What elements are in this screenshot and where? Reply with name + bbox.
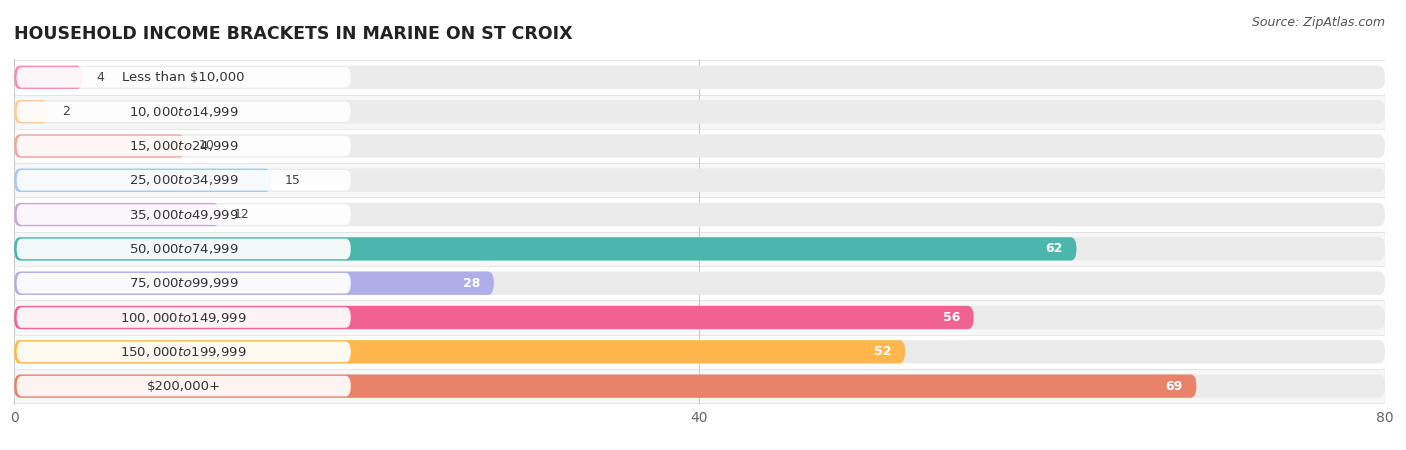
FancyBboxPatch shape: [17, 238, 350, 259]
FancyBboxPatch shape: [14, 340, 1385, 364]
FancyBboxPatch shape: [14, 271, 494, 295]
Text: 28: 28: [463, 277, 481, 290]
Text: $50,000 to $74,999: $50,000 to $74,999: [129, 242, 239, 256]
FancyBboxPatch shape: [17, 136, 350, 156]
FancyBboxPatch shape: [14, 203, 1385, 226]
Text: $75,000 to $99,999: $75,000 to $99,999: [129, 276, 239, 290]
Text: 62: 62: [1046, 243, 1063, 256]
Text: $25,000 to $34,999: $25,000 to $34,999: [129, 173, 239, 187]
FancyBboxPatch shape: [14, 271, 1385, 295]
Bar: [0, 198, 1406, 232]
FancyBboxPatch shape: [14, 237, 1077, 261]
Text: $35,000 to $49,999: $35,000 to $49,999: [129, 207, 239, 221]
Text: Source: ZipAtlas.com: Source: ZipAtlas.com: [1251, 16, 1385, 29]
Text: HOUSEHOLD INCOME BRACKETS IN MARINE ON ST CROIX: HOUSEHOLD INCOME BRACKETS IN MARINE ON S…: [14, 25, 572, 43]
Text: 15: 15: [285, 174, 301, 187]
FancyBboxPatch shape: [14, 66, 83, 89]
FancyBboxPatch shape: [14, 203, 219, 226]
Text: 10: 10: [200, 140, 215, 153]
Bar: [0, 369, 1406, 403]
FancyBboxPatch shape: [14, 306, 973, 329]
FancyBboxPatch shape: [14, 134, 186, 158]
Bar: [0, 60, 1406, 94]
Text: Less than $10,000: Less than $10,000: [122, 71, 245, 84]
Text: 52: 52: [875, 345, 891, 358]
Bar: [0, 266, 1406, 300]
FancyBboxPatch shape: [17, 170, 350, 190]
Text: $150,000 to $199,999: $150,000 to $199,999: [121, 345, 247, 359]
Text: 4: 4: [96, 71, 104, 84]
FancyBboxPatch shape: [14, 66, 1385, 89]
FancyBboxPatch shape: [14, 340, 905, 364]
Text: $10,000 to $14,999: $10,000 to $14,999: [129, 105, 239, 119]
Bar: [0, 335, 1406, 369]
Text: $15,000 to $24,999: $15,000 to $24,999: [129, 139, 239, 153]
FancyBboxPatch shape: [14, 306, 1385, 329]
Text: 12: 12: [233, 208, 249, 221]
FancyBboxPatch shape: [17, 67, 350, 88]
FancyBboxPatch shape: [17, 101, 350, 122]
FancyBboxPatch shape: [14, 100, 1385, 123]
Bar: [0, 163, 1406, 198]
FancyBboxPatch shape: [17, 376, 350, 396]
Text: $100,000 to $149,999: $100,000 to $149,999: [121, 310, 247, 324]
FancyBboxPatch shape: [14, 374, 1385, 398]
Bar: [0, 232, 1406, 266]
FancyBboxPatch shape: [14, 100, 48, 123]
Bar: [0, 300, 1406, 335]
Text: 56: 56: [942, 311, 960, 324]
FancyBboxPatch shape: [14, 134, 1385, 158]
FancyBboxPatch shape: [14, 237, 1385, 261]
FancyBboxPatch shape: [17, 342, 350, 362]
FancyBboxPatch shape: [17, 204, 350, 225]
Text: 2: 2: [62, 105, 70, 118]
Text: $200,000+: $200,000+: [146, 380, 221, 393]
FancyBboxPatch shape: [14, 169, 1385, 192]
FancyBboxPatch shape: [17, 307, 350, 328]
Text: 69: 69: [1166, 380, 1182, 393]
Bar: [0, 94, 1406, 129]
Bar: [0, 129, 1406, 163]
FancyBboxPatch shape: [14, 169, 271, 192]
FancyBboxPatch shape: [14, 374, 1197, 398]
FancyBboxPatch shape: [17, 273, 350, 293]
